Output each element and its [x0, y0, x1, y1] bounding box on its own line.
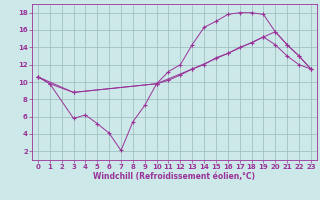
- X-axis label: Windchill (Refroidissement éolien,°C): Windchill (Refroidissement éolien,°C): [93, 172, 255, 181]
